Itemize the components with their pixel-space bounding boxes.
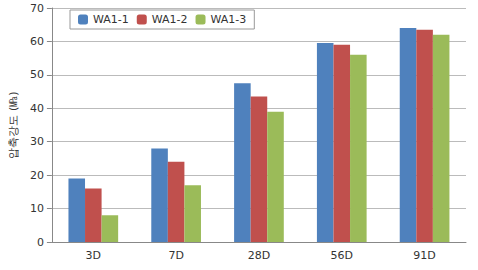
svg-text:40: 40 — [30, 102, 44, 115]
svg-text:WA1-3: WA1-3 — [211, 13, 247, 26]
svg-text:7D: 7D — [168, 249, 183, 262]
svg-text:91D: 91D — [413, 249, 435, 262]
svg-text:10: 10 — [30, 202, 44, 215]
svg-text:WA1-1: WA1-1 — [93, 13, 129, 26]
svg-text:50: 50 — [30, 68, 44, 81]
svg-text:압축강도 (㎫): 압축강도 (㎫) — [7, 91, 20, 158]
svg-text:3D: 3D — [86, 249, 101, 262]
svg-text:WA1-2: WA1-2 — [152, 13, 188, 26]
svg-text:0: 0 — [37, 236, 44, 249]
svg-text:70: 70 — [30, 2, 44, 15]
svg-text:28D: 28D — [248, 249, 270, 262]
svg-text:56D: 56D — [331, 249, 353, 262]
svg-text:20: 20 — [30, 169, 44, 182]
svg-text:60: 60 — [30, 35, 44, 48]
svg-text:30: 30 — [30, 135, 44, 148]
